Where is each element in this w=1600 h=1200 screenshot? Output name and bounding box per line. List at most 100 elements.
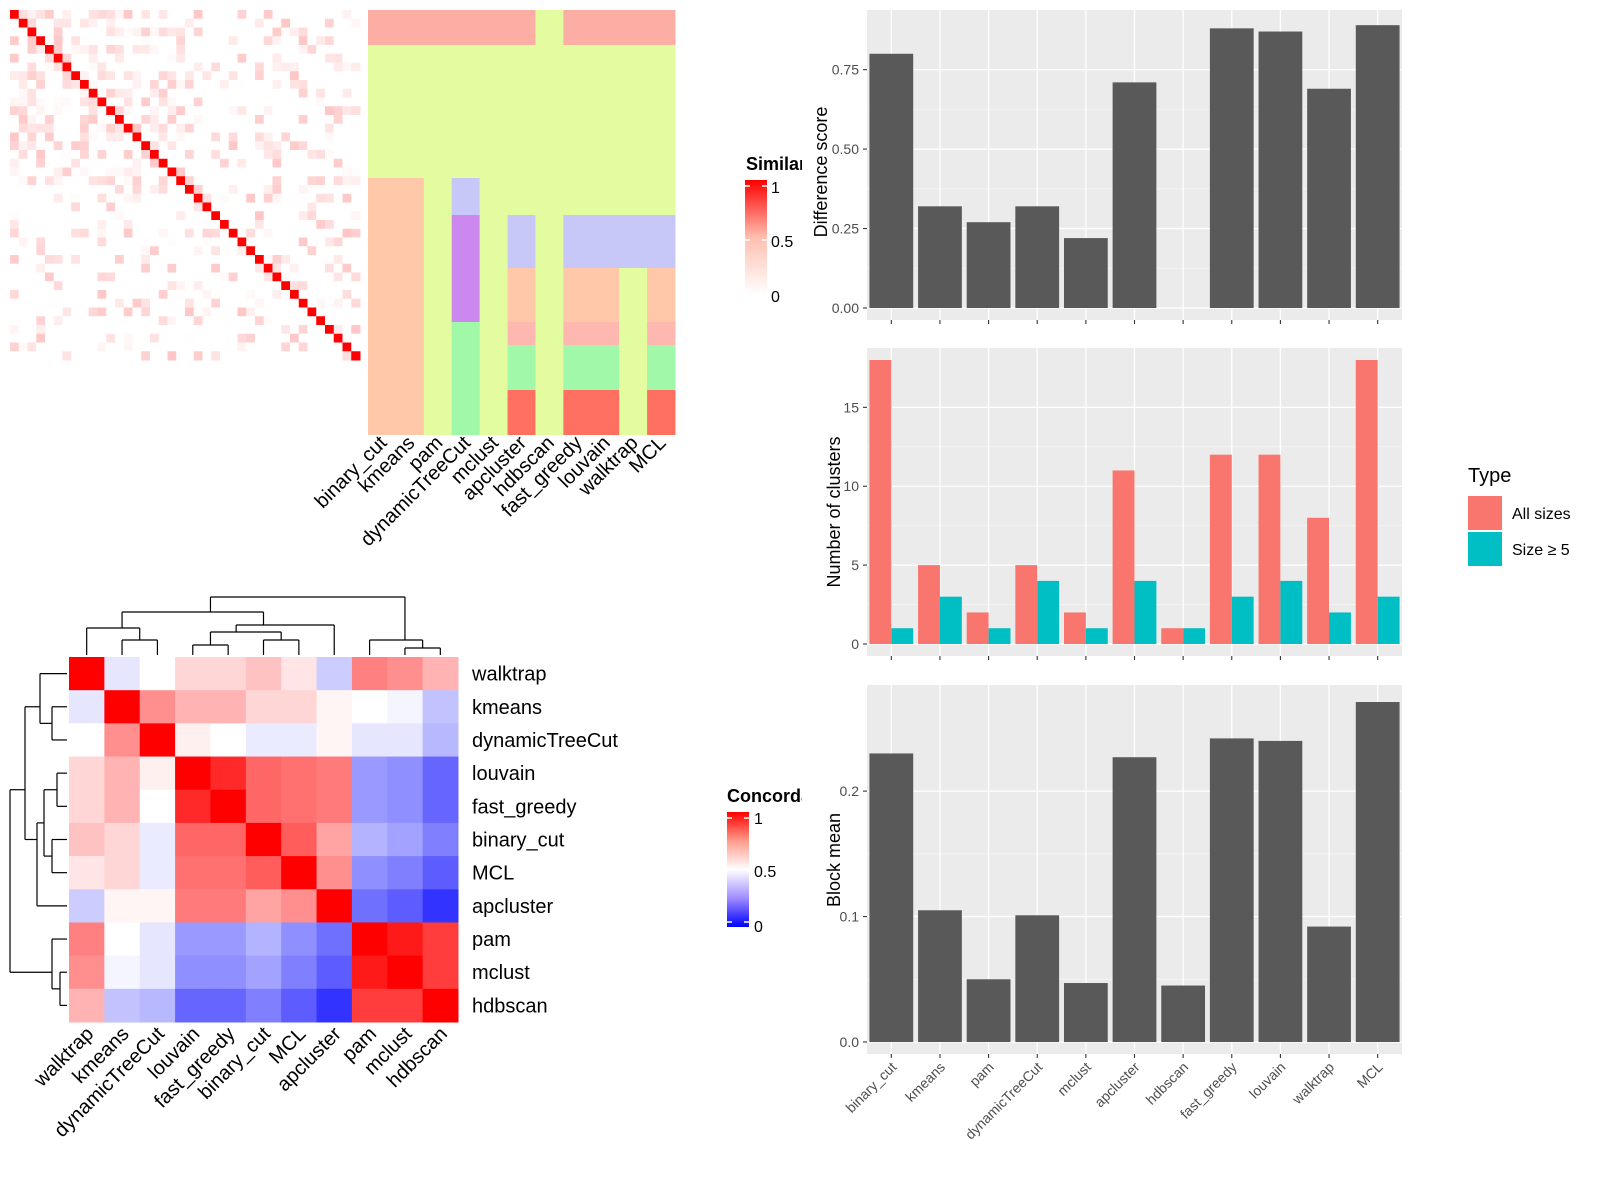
- similarity-cell: [132, 18, 142, 28]
- similarity-cell: [193, 316, 203, 326]
- similarity-cell: [80, 290, 90, 300]
- annotation-cell: [591, 268, 620, 300]
- similarity-cell: [141, 351, 151, 361]
- similarity-cell: [211, 167, 221, 177]
- similarity-cell: [158, 115, 168, 125]
- similarity-cell: [97, 211, 107, 221]
- similarity-cell: [272, 263, 282, 273]
- similarity-cell: [228, 325, 238, 335]
- annotation-cell: [507, 10, 536, 45]
- similarity-cell: [220, 255, 230, 265]
- similarity-cell: [123, 176, 133, 186]
- similarity-cell: [211, 237, 221, 247]
- similarity-cell: [307, 88, 317, 98]
- annotation-cell: [507, 178, 536, 215]
- concordance-cell: [281, 756, 318, 791]
- similarity-cell: [281, 255, 291, 265]
- annotation-cell: [368, 300, 397, 322]
- similarity-cell: [298, 18, 308, 28]
- similarity-cell: [132, 36, 142, 46]
- type-legend-all-sizes-label: All sizes: [1512, 506, 1571, 523]
- similarity-cell: [80, 193, 90, 203]
- concordance-row-label: fast_greedy: [472, 796, 577, 818]
- similarity-cell: [246, 298, 256, 308]
- similarity-cell: [141, 45, 151, 55]
- similarity-cell: [246, 237, 256, 247]
- similarity-cell: [62, 202, 72, 212]
- similarity-cell: [202, 351, 212, 361]
- bar: [1161, 985, 1206, 1042]
- similarity-legend-tick-0: 0: [771, 289, 780, 306]
- similarity-cell: [193, 193, 203, 203]
- annotation-cell: [507, 300, 536, 322]
- similarity-cell: [193, 246, 203, 256]
- similarity-cell: [263, 342, 273, 352]
- similarity-cell: [53, 290, 63, 300]
- similarity-cell: [333, 202, 343, 212]
- similarity-cell: [351, 255, 361, 265]
- similarity-cell: [115, 176, 125, 186]
- bar: [1015, 915, 1060, 1042]
- similarity-cell: [53, 80, 63, 90]
- similarity-cell: [53, 18, 63, 28]
- similarity-cell: [71, 316, 81, 326]
- similarity-cell: [333, 115, 343, 125]
- similarity-cell: [106, 132, 116, 142]
- similarity-cell: [202, 53, 212, 63]
- annotation-cell: [479, 390, 509, 435]
- concordance-cell: [139, 955, 176, 990]
- annotation-cell: [591, 178, 620, 215]
- similarity-cell: [220, 281, 230, 291]
- similarity-cell: [176, 316, 186, 326]
- similarity-cell: [123, 36, 133, 46]
- similarity-cell: [150, 211, 160, 221]
- similarity-cell: [342, 97, 352, 107]
- similarity-cell: [71, 71, 81, 81]
- similarity-cell: [246, 246, 256, 256]
- similarity-cell: [10, 325, 20, 335]
- similarity-cell: [307, 18, 317, 28]
- similarity-cell: [298, 246, 308, 256]
- similarity-cell: [263, 132, 273, 142]
- similarity-cell: [237, 342, 247, 352]
- similarity-cell: [185, 158, 195, 168]
- similarity-cell: [106, 27, 116, 37]
- similarity-cell: [62, 290, 72, 300]
- similarity-cell: [316, 97, 326, 107]
- similarity-cell: [97, 333, 107, 343]
- similarity-cell: [255, 342, 265, 352]
- similarity-cell: [220, 18, 230, 28]
- type-legend: Type All sizes Size ≥ 5: [1468, 465, 1571, 566]
- annotation-cell: [563, 10, 592, 45]
- similarity-cell: [237, 228, 247, 238]
- similarity-cell: [342, 18, 352, 28]
- similarity-cell: [158, 211, 168, 221]
- similarity-cell: [10, 141, 20, 151]
- similarity-cell: [18, 97, 28, 107]
- concordance-legend-title: Concordance: [727, 786, 842, 806]
- similarity-cell: [298, 167, 308, 177]
- similarity-cell: [10, 316, 20, 326]
- similarity-cell: [316, 71, 326, 81]
- similarity-cell: [193, 62, 203, 72]
- y-tick-label: 0.75: [832, 62, 859, 78]
- similarity-cell: [132, 220, 142, 230]
- similarity-cell: [132, 132, 142, 142]
- similarity-cell: [193, 45, 203, 55]
- similarity-cell: [272, 290, 282, 300]
- similarity-cell: [255, 123, 265, 133]
- similarity-cell: [123, 342, 133, 352]
- similarity-cell: [220, 176, 230, 186]
- similarity-cell: [132, 176, 142, 186]
- similarity-cell: [237, 167, 247, 177]
- similarity-cell: [97, 237, 107, 247]
- similarity-cell: [202, 132, 212, 142]
- similarity-cell: [10, 167, 20, 177]
- bar: [1112, 82, 1157, 308]
- similarity-cell: [220, 158, 230, 168]
- similarity-cell: [53, 316, 63, 326]
- similarity-cell: [307, 45, 317, 55]
- similarity-cell: [316, 141, 326, 151]
- annotation-cell: [479, 45, 509, 123]
- similarity-cell: [62, 342, 72, 352]
